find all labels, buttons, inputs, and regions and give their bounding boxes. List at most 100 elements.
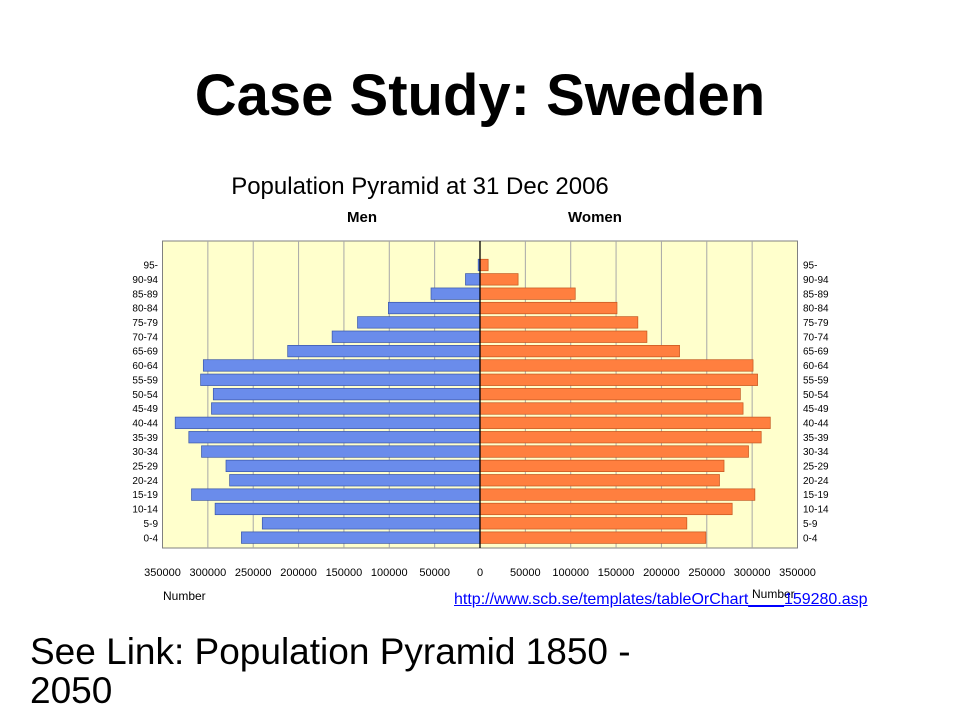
x-tick-label-right-50000: 50000 <box>510 567 541 579</box>
bar-men-10-14 <box>214 502 481 516</box>
age-label-left-60-64: 60-64 <box>132 361 158 372</box>
x-tick-label-left-150000: 150000 <box>326 567 363 579</box>
age-label-right-65-69: 65-69 <box>803 347 829 358</box>
bar-women-75-79 <box>479 316 639 329</box>
bar-men-30-34 <box>201 445 481 458</box>
bar-men-70-74 <box>331 330 481 343</box>
age-label-right-20-24: 20-24 <box>803 476 829 487</box>
bar-men-65-69 <box>287 345 481 358</box>
age-label-right-85-89: 85-89 <box>803 289 829 300</box>
age-label-right-25-29: 25-29 <box>803 462 829 473</box>
x-tick-label-right-100000: 100000 <box>552 567 589 579</box>
age-label-left-5-9: 5-9 <box>144 519 159 530</box>
age-label-left-30-34: 30-34 <box>132 447 158 458</box>
age-label-left-25-29: 25-29 <box>132 462 158 473</box>
age-label-left-70-74: 70-74 <box>132 332 158 343</box>
bar-women-20-24 <box>479 474 720 487</box>
bar-men-80-84 <box>388 301 481 315</box>
bar-women-65-69 <box>479 345 680 358</box>
age-label-right-60-64: 60-64 <box>803 361 829 372</box>
age-label-left-35-39: 35-39 <box>132 433 158 444</box>
age-label-right-35-39: 35-39 <box>803 433 829 444</box>
bar-women-60-64 <box>479 359 754 372</box>
chart-title: Population Pyramid at 31 Dec 2006 <box>231 173 609 200</box>
age-label-left-45-49: 45-49 <box>132 404 158 415</box>
age-label-right-30-34: 30-34 <box>803 447 829 458</box>
age-label-left-50-54: 50-54 <box>132 390 158 401</box>
slide-title: Case Study: Sweden <box>194 63 766 128</box>
age-label-right-0-4: 0-4 <box>803 533 818 544</box>
x-tick-label-left-300000: 300000 <box>189 567 226 579</box>
age-label-left-65-69: 65-69 <box>132 347 158 358</box>
age-labels-right: 0-4 5-9 10-14 15-19 20-24 25-29 30-34 35-39 40-4… <box>803 261 829 545</box>
bar-men-5-9 <box>261 517 481 530</box>
bar-men-55-59 <box>200 373 481 386</box>
age-label-right-10-14: 10-14 <box>803 505 829 516</box>
age-label-right-5-9: 5-9 <box>803 519 818 530</box>
age-label-right-55-59: 55-59 <box>803 375 829 386</box>
age-label-right-75-79: 75-79 <box>803 318 829 329</box>
bar-men-25-29 <box>225 459 481 472</box>
x-tick-label-left-100000: 100000 <box>371 567 408 579</box>
bar-women-95-plus <box>479 258 489 272</box>
bar-women-45-49 <box>479 402 744 415</box>
bar-women-40-44 <box>479 416 771 429</box>
age-label-right-40-44: 40-44 <box>803 418 829 429</box>
age-label-left-55-59: 55-59 <box>132 375 158 386</box>
bar-women-90-94 <box>479 273 519 286</box>
bar-men-90-94 <box>465 273 481 286</box>
age-label-left-75-79: 75-79 <box>132 318 158 329</box>
bar-men-75-79 <box>357 316 481 329</box>
bar-men-50-54 <box>212 388 481 401</box>
x-tick-label-left-200000: 200000 <box>280 567 317 579</box>
series-label-men: Men <box>347 209 377 226</box>
bar-men-45-49 <box>211 402 481 415</box>
age-label-left-95-plus: 95- <box>144 261 158 272</box>
age-label-right-50-54: 50-54 <box>803 390 829 401</box>
bar-women-25-29 <box>479 459 725 472</box>
age-label-left-20-24: 20-24 <box>132 476 158 487</box>
x-tick-label-left-50000: 50000 <box>419 567 450 579</box>
age-label-left-10-14: 10-14 <box>132 505 158 516</box>
bar-men-35-39 <box>188 431 481 444</box>
bar-women-15-19 <box>479 488 756 501</box>
bar-men-60-64 <box>202 359 481 372</box>
age-label-right-80-84: 80-84 <box>803 304 829 315</box>
age-labels-left: 0-4 5-9 10-14 15-19 20-24 25-29 30-34 35-39 40-4… <box>132 261 158 545</box>
women-bars <box>479 258 771 544</box>
see-link-text: See Link: Population Pyramid 1850 - 2050 <box>30 631 631 711</box>
x-tick-label-left-250000: 250000 <box>235 567 272 579</box>
bar-men-15-19 <box>191 488 481 501</box>
bar-women-10-14 <box>479 502 733 516</box>
bar-men-85-89 <box>430 287 481 300</box>
age-label-left-15-19: 15-19 <box>132 490 158 501</box>
x-tick-label-right-200000: 200000 <box>643 567 680 579</box>
age-label-left-90-94: 90-94 <box>132 275 158 286</box>
bar-women-55-59 <box>479 373 758 386</box>
age-label-left-85-89: 85-89 <box>132 289 158 300</box>
age-label-left-80-84: 80-84 <box>132 304 158 315</box>
series-label-women: Women <box>568 209 622 226</box>
bar-women-35-39 <box>479 431 762 444</box>
x-axis-label-left: Number <box>163 589 206 603</box>
bar-women-85-89 <box>479 287 576 300</box>
bar-men-20-24 <box>229 474 481 487</box>
x-tick-label-left-350000: 350000 <box>144 567 181 579</box>
x-tick-labels: 0 50000 50000 100000 100000 150000 150000 20000… <box>144 567 816 579</box>
bar-men-40-44 <box>174 416 481 429</box>
x-tick-label-right-350000: 350000 <box>779 567 816 579</box>
x-tick-label-right-150000: 150000 <box>598 567 635 579</box>
bar-men-0-4 <box>241 531 481 544</box>
bar-women-70-74 <box>479 330 648 343</box>
age-label-left-0-4: 0-4 <box>144 533 159 544</box>
age-label-left-40-44: 40-44 <box>132 418 158 429</box>
bar-women-50-54 <box>479 388 741 401</box>
bar-women-0-4 <box>479 531 707 544</box>
age-label-right-70-74: 70-74 <box>803 332 829 343</box>
age-label-right-15-19: 15-19 <box>803 490 829 501</box>
x-tick-label-0: 0 <box>477 567 483 579</box>
source-link[interactable]: http://www.scb.se/templates/tableOrChart… <box>454 591 868 608</box>
age-label-right-45-49: 45-49 <box>803 404 829 415</box>
x-tick-label-right-250000: 250000 <box>688 567 725 579</box>
